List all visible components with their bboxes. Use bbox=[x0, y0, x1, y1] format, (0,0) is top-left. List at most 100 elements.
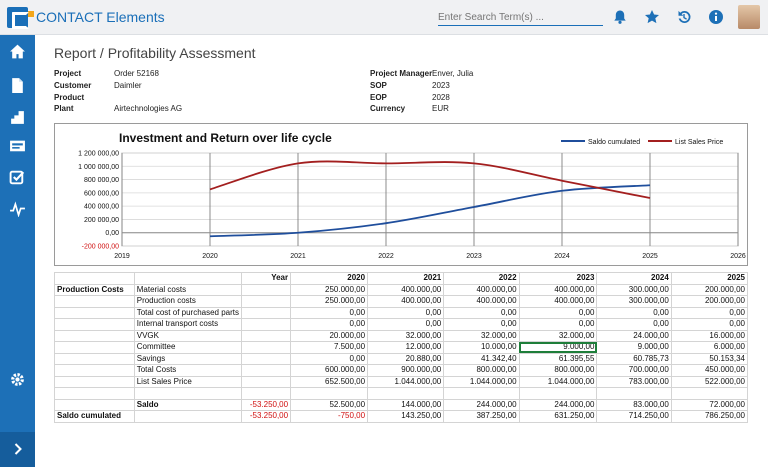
pre-value-cell[interactable] bbox=[242, 330, 291, 342]
analytics-icon[interactable] bbox=[9, 200, 26, 217]
value-cell[interactable]: 0,00 bbox=[368, 307, 444, 319]
year-column-header[interactable]: 2021 bbox=[368, 273, 444, 285]
row-label-cell[interactable]: Savings bbox=[134, 353, 241, 365]
value-cell[interactable] bbox=[519, 388, 597, 400]
value-cell[interactable] bbox=[291, 388, 368, 400]
value-cell[interactable]: 32.000,00 bbox=[519, 330, 597, 342]
row-group-cell[interactable] bbox=[55, 319, 135, 331]
value-cell[interactable]: 1.044.000,00 bbox=[519, 376, 597, 388]
home-icon[interactable] bbox=[9, 43, 26, 60]
value-cell[interactable]: 6.000,00 bbox=[671, 342, 747, 354]
value-cell[interactable] bbox=[597, 388, 671, 400]
value-cell[interactable]: 300.000,00 bbox=[597, 296, 671, 308]
table-cell[interactable] bbox=[55, 273, 135, 285]
user-avatar[interactable] bbox=[738, 5, 760, 29]
value-cell[interactable]: 0,00 bbox=[519, 307, 597, 319]
value-cell[interactable]: 522.000,00 bbox=[671, 376, 747, 388]
bell-icon[interactable] bbox=[612, 9, 628, 25]
value-cell[interactable]: 0,00 bbox=[368, 319, 444, 331]
value-cell[interactable]: 600.000,00 bbox=[291, 365, 368, 377]
year-header-cell[interactable]: Year bbox=[242, 273, 291, 285]
row-label-cell[interactable]: Material costs bbox=[134, 284, 241, 296]
value-cell[interactable]: 0,00 bbox=[444, 319, 519, 331]
row-label-cell[interactable]: Committee bbox=[134, 342, 241, 354]
pre-value-cell[interactable] bbox=[242, 296, 291, 308]
value-cell[interactable]: 783.000,00 bbox=[597, 376, 671, 388]
year-column-header[interactable]: 2023 bbox=[519, 273, 597, 285]
value-cell[interactable]: 244.000,00 bbox=[444, 399, 519, 411]
year-column-header[interactable]: 2022 bbox=[444, 273, 519, 285]
row-label-cell[interactable]: Internal transport costs bbox=[134, 319, 241, 331]
value-cell[interactable] bbox=[368, 388, 444, 400]
pre-value-cell[interactable] bbox=[242, 342, 291, 354]
value-cell[interactable] bbox=[444, 388, 519, 400]
value-cell[interactable]: 200.000,00 bbox=[671, 284, 747, 296]
row-group-cell[interactable] bbox=[55, 330, 135, 342]
pre-value-cell[interactable] bbox=[242, 319, 291, 331]
value-cell[interactable]: 400.000,00 bbox=[519, 296, 597, 308]
value-cell[interactable]: 16.000,00 bbox=[671, 330, 747, 342]
star-icon[interactable] bbox=[644, 9, 660, 25]
value-cell[interactable]: 32.000,00 bbox=[444, 330, 519, 342]
row-label-cell[interactable]: List Sales Price bbox=[134, 376, 241, 388]
value-cell[interactable]: 714.250,00 bbox=[597, 411, 671, 423]
value-cell[interactable]: 0,00 bbox=[291, 353, 368, 365]
value-cell[interactable]: 800.000,00 bbox=[444, 365, 519, 377]
value-cell[interactable]: 0,00 bbox=[519, 319, 597, 331]
search-input[interactable] bbox=[438, 9, 603, 26]
value-cell[interactable]: 450.000,00 bbox=[671, 365, 747, 377]
value-cell[interactable]: 700.000,00 bbox=[597, 365, 671, 377]
row-group-cell[interactable] bbox=[55, 399, 135, 411]
value-cell[interactable]: 143.250,00 bbox=[368, 411, 444, 423]
pre-value-cell[interactable] bbox=[242, 365, 291, 377]
expand-icon[interactable] bbox=[12, 443, 23, 455]
value-cell[interactable]: 50.153,34 bbox=[671, 353, 747, 365]
row-label-cell[interactable]: Saldo bbox=[134, 399, 241, 411]
value-cell[interactable]: 300.000,00 bbox=[597, 284, 671, 296]
row-group-cell[interactable] bbox=[55, 365, 135, 377]
value-cell[interactable]: 900.000,00 bbox=[368, 365, 444, 377]
row-label-cell[interactable]: Production costs bbox=[134, 296, 241, 308]
structure-icon[interactable] bbox=[9, 109, 26, 126]
value-cell[interactable]: 244.000,00 bbox=[519, 399, 597, 411]
table-cell[interactable] bbox=[134, 273, 241, 285]
value-cell[interactable]: 0,00 bbox=[444, 307, 519, 319]
row-label-cell[interactable]: VVGK bbox=[134, 330, 241, 342]
row-label-cell[interactable]: Total cost of purchased parts bbox=[134, 307, 241, 319]
value-cell[interactable]: 0,00 bbox=[291, 307, 368, 319]
pre-value-cell[interactable] bbox=[242, 353, 291, 365]
row-group-cell[interactable] bbox=[55, 307, 135, 319]
value-cell[interactable]: 200.000,00 bbox=[671, 296, 747, 308]
value-cell[interactable]: -750,00 bbox=[291, 411, 368, 423]
row-group-cell[interactable] bbox=[55, 388, 135, 400]
pre-value-cell[interactable] bbox=[242, 307, 291, 319]
value-cell[interactable]: 24.000,00 bbox=[597, 330, 671, 342]
value-cell[interactable]: 0,00 bbox=[597, 307, 671, 319]
history-icon[interactable] bbox=[676, 9, 692, 25]
pre-value-cell[interactable] bbox=[242, 284, 291, 296]
value-cell[interactable]: 400.000,00 bbox=[368, 284, 444, 296]
row-group-cell[interactable]: Saldo cumulated bbox=[55, 411, 135, 423]
info-icon[interactable] bbox=[708, 9, 724, 25]
document-icon[interactable] bbox=[9, 77, 26, 94]
value-cell[interactable]: 144.000,00 bbox=[368, 399, 444, 411]
value-cell[interactable]: 387.250,00 bbox=[444, 411, 519, 423]
pre-value-cell[interactable]: -53.250,00 bbox=[242, 411, 291, 423]
app-title[interactable]: CONTACT Elements bbox=[36, 9, 165, 25]
value-cell[interactable]: 0,00 bbox=[671, 319, 747, 331]
value-cell[interactable]: 1.044.000,00 bbox=[368, 376, 444, 388]
value-cell[interactable]: 0,00 bbox=[671, 307, 747, 319]
value-cell[interactable]: 20.880,00 bbox=[368, 353, 444, 365]
value-cell[interactable]: 250.000,00 bbox=[291, 296, 368, 308]
value-cell[interactable]: 800.000,00 bbox=[519, 365, 597, 377]
row-group-cell[interactable] bbox=[55, 353, 135, 365]
row-label-cell[interactable] bbox=[134, 388, 241, 400]
value-cell[interactable]: 10.000,00 bbox=[444, 342, 519, 354]
value-cell[interactable]: 52.500,00 bbox=[291, 399, 368, 411]
value-cell[interactable]: 9.000,00 bbox=[597, 342, 671, 354]
row-group-cell[interactable] bbox=[55, 376, 135, 388]
value-cell[interactable]: 0,00 bbox=[597, 319, 671, 331]
year-column-header[interactable]: 2025 bbox=[671, 273, 747, 285]
settings-icon[interactable] bbox=[9, 371, 26, 388]
year-column-header[interactable]: 2020 bbox=[291, 273, 368, 285]
